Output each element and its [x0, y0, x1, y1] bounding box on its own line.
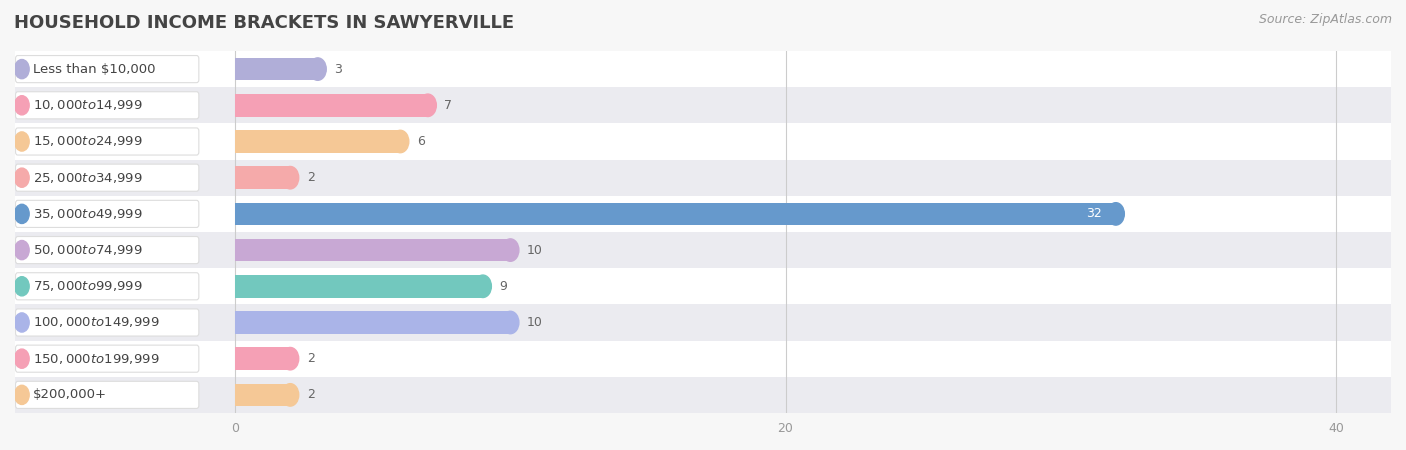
Bar: [235, 239, 510, 261]
Bar: [235, 275, 482, 297]
Bar: [235, 347, 290, 370]
Text: $50,000 to $74,999: $50,000 to $74,999: [32, 243, 142, 257]
FancyBboxPatch shape: [15, 232, 1391, 268]
FancyBboxPatch shape: [15, 160, 1391, 196]
FancyBboxPatch shape: [15, 268, 1391, 304]
Circle shape: [14, 277, 30, 296]
Text: 9: 9: [499, 280, 508, 293]
Text: $75,000 to $99,999: $75,000 to $99,999: [32, 279, 142, 293]
Circle shape: [474, 275, 491, 297]
Text: $25,000 to $34,999: $25,000 to $34,999: [32, 171, 142, 184]
Text: 32: 32: [1087, 207, 1102, 220]
Circle shape: [14, 313, 30, 332]
FancyBboxPatch shape: [15, 273, 198, 300]
Text: 6: 6: [416, 135, 425, 148]
FancyBboxPatch shape: [15, 87, 1391, 123]
Circle shape: [502, 311, 519, 334]
Text: $15,000 to $24,999: $15,000 to $24,999: [32, 135, 142, 148]
Text: 2: 2: [307, 352, 315, 365]
Text: $35,000 to $49,999: $35,000 to $49,999: [32, 207, 142, 221]
Bar: [235, 166, 290, 189]
FancyBboxPatch shape: [15, 377, 1391, 413]
Text: Less than $10,000: Less than $10,000: [32, 63, 156, 76]
Bar: [235, 130, 401, 153]
FancyBboxPatch shape: [15, 309, 198, 336]
FancyBboxPatch shape: [15, 51, 1391, 87]
Circle shape: [14, 240, 30, 260]
FancyBboxPatch shape: [15, 237, 198, 264]
Bar: [235, 311, 510, 334]
Circle shape: [14, 385, 30, 405]
Circle shape: [14, 204, 30, 224]
Text: 2: 2: [307, 171, 315, 184]
Circle shape: [502, 239, 519, 261]
FancyBboxPatch shape: [15, 345, 198, 372]
Circle shape: [419, 94, 436, 117]
Circle shape: [392, 130, 409, 153]
Text: $100,000 to $149,999: $100,000 to $149,999: [32, 315, 159, 329]
FancyBboxPatch shape: [15, 164, 198, 191]
Circle shape: [281, 347, 298, 370]
FancyBboxPatch shape: [15, 341, 1391, 377]
Circle shape: [1108, 202, 1125, 225]
FancyBboxPatch shape: [15, 200, 198, 227]
Bar: [235, 384, 290, 406]
Text: 10: 10: [527, 243, 543, 256]
Circle shape: [14, 349, 30, 368]
Text: 2: 2: [307, 388, 315, 401]
Circle shape: [309, 58, 326, 80]
Text: 10: 10: [527, 316, 543, 329]
Text: $10,000 to $14,999: $10,000 to $14,999: [32, 98, 142, 112]
Circle shape: [14, 168, 30, 187]
FancyBboxPatch shape: [15, 128, 198, 155]
Text: 7: 7: [444, 99, 453, 112]
Bar: [235, 58, 318, 80]
Bar: [235, 94, 427, 117]
Text: HOUSEHOLD INCOME BRACKETS IN SAWYERVILLE: HOUSEHOLD INCOME BRACKETS IN SAWYERVILLE: [14, 14, 515, 32]
Circle shape: [14, 96, 30, 115]
FancyBboxPatch shape: [15, 381, 198, 409]
FancyBboxPatch shape: [15, 304, 1391, 341]
Bar: [235, 202, 1116, 225]
Circle shape: [281, 384, 298, 406]
Circle shape: [281, 166, 298, 189]
Circle shape: [14, 132, 30, 151]
Circle shape: [14, 59, 30, 79]
FancyBboxPatch shape: [15, 55, 198, 83]
FancyBboxPatch shape: [15, 196, 1391, 232]
Text: $150,000 to $199,999: $150,000 to $199,999: [32, 352, 159, 366]
Text: 3: 3: [335, 63, 342, 76]
FancyBboxPatch shape: [15, 123, 1391, 160]
Text: $200,000+: $200,000+: [32, 388, 107, 401]
FancyBboxPatch shape: [15, 92, 198, 119]
Text: Source: ZipAtlas.com: Source: ZipAtlas.com: [1258, 14, 1392, 27]
